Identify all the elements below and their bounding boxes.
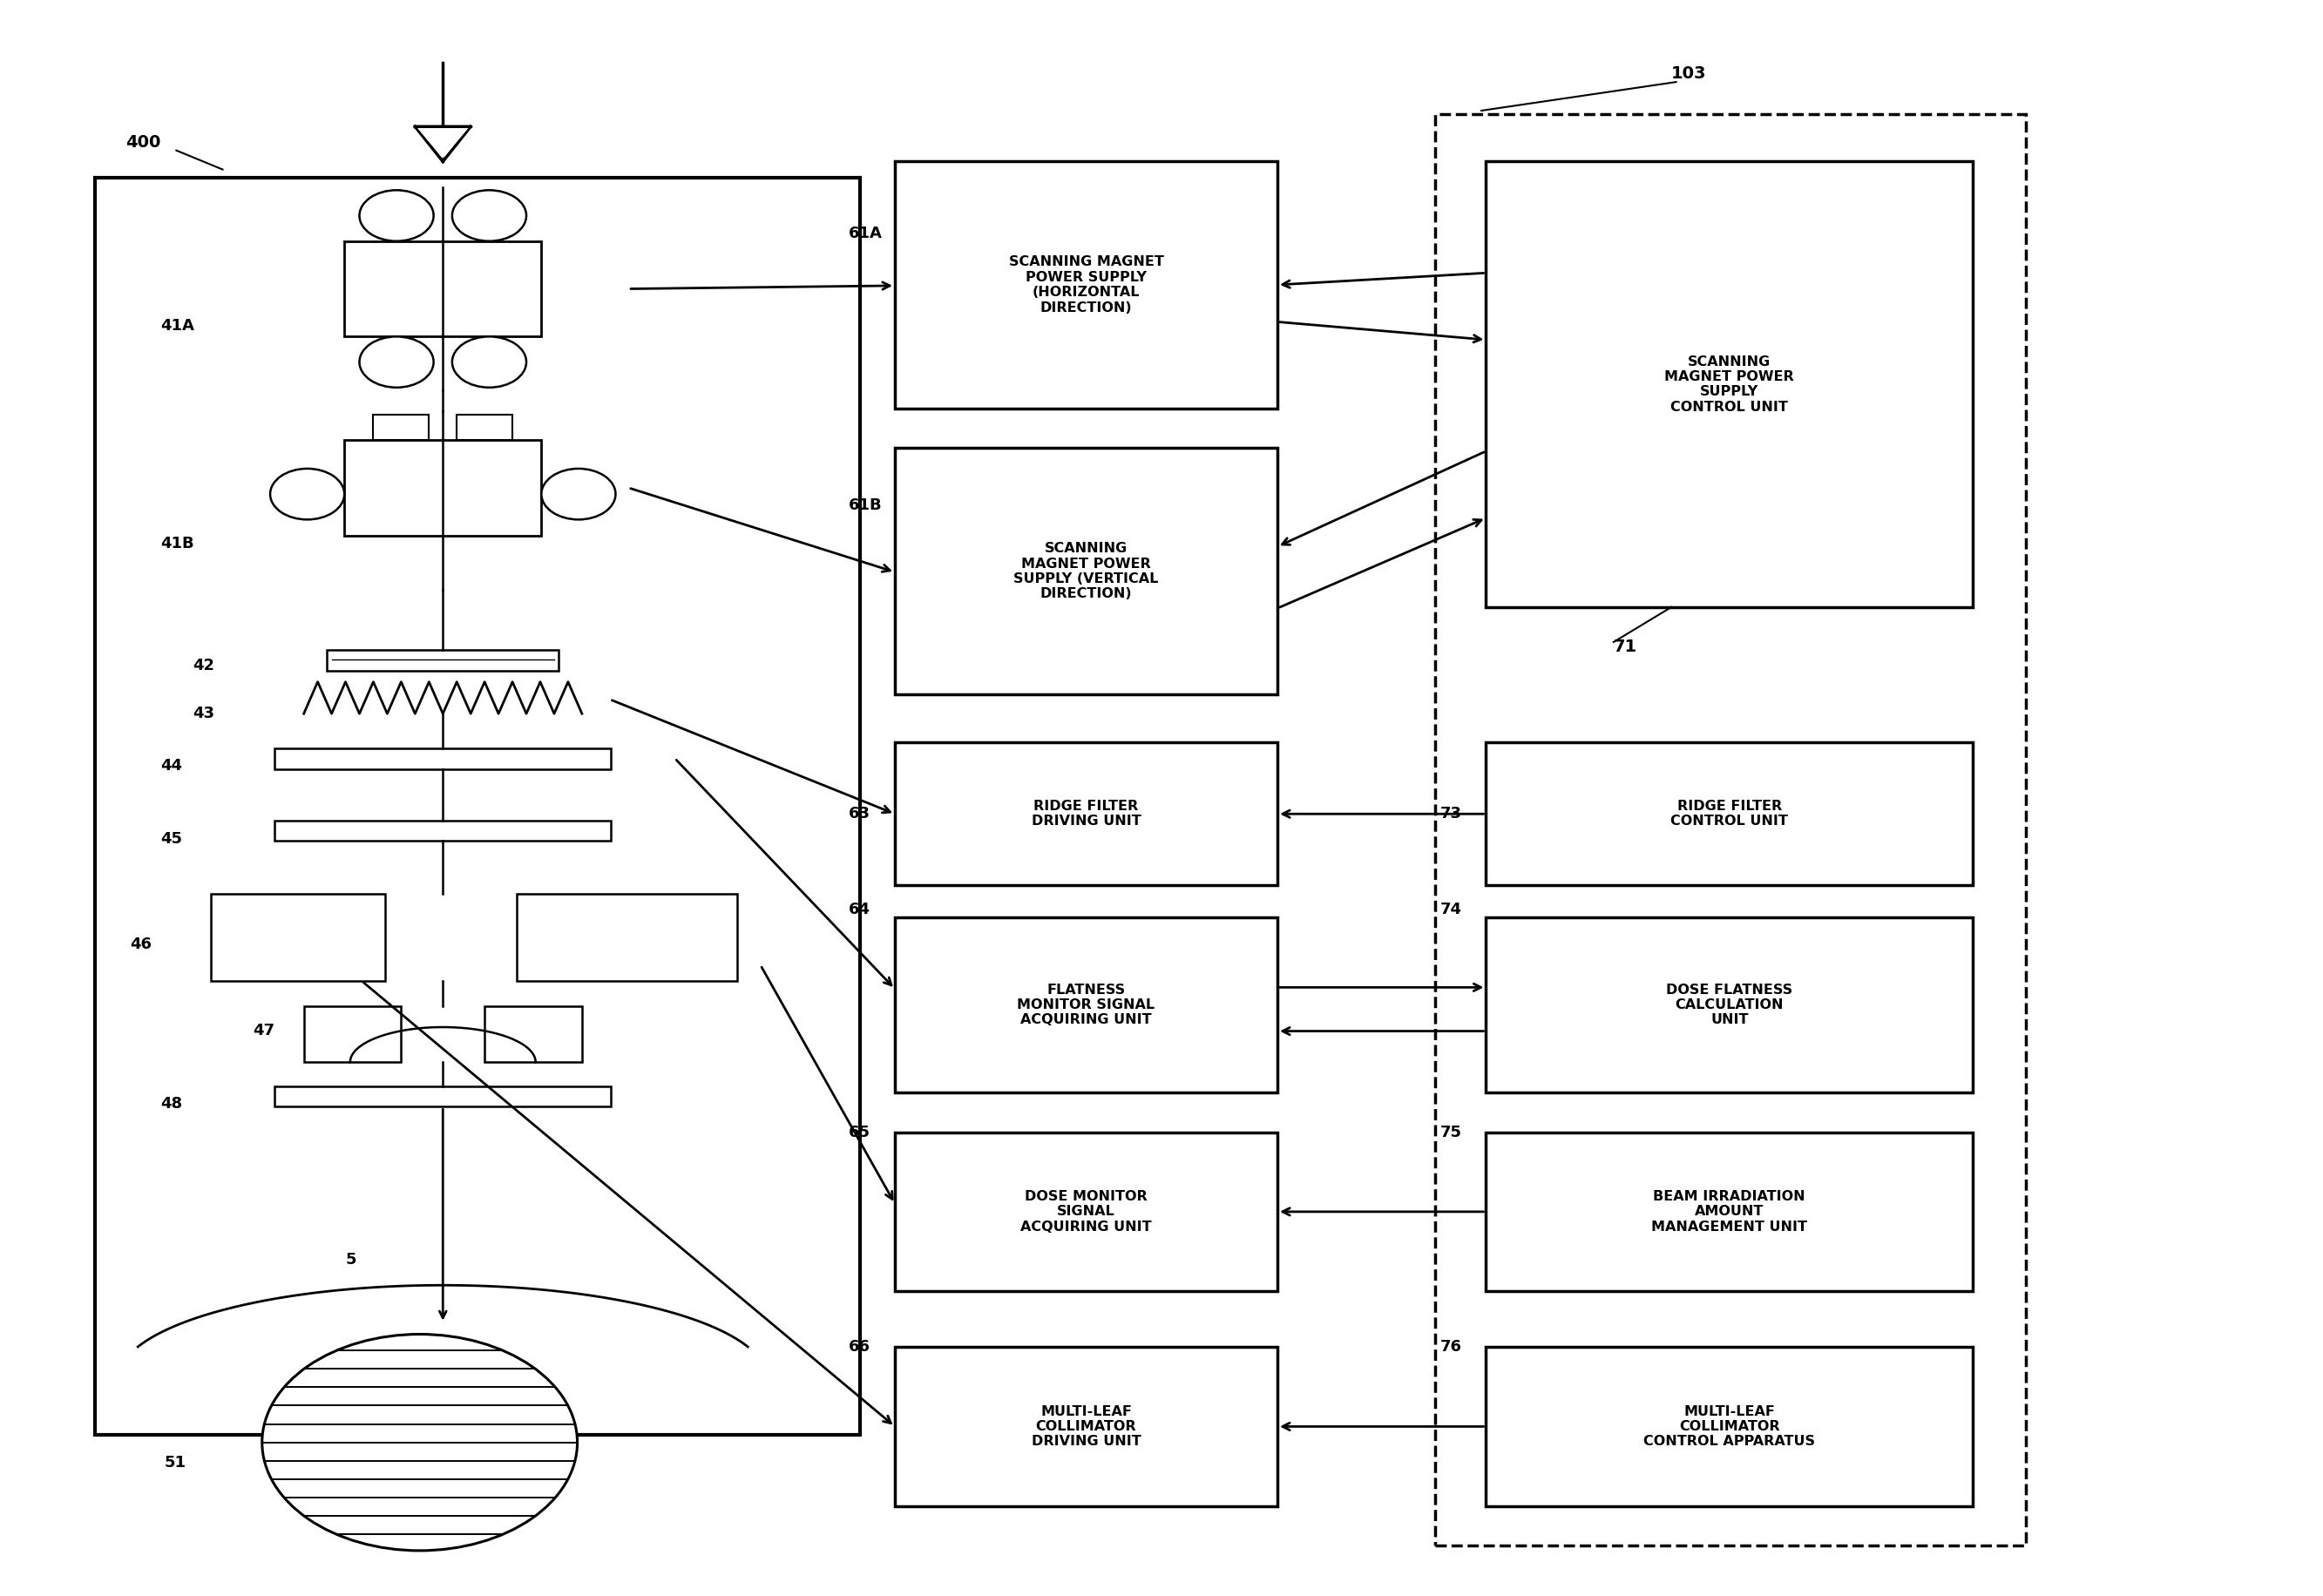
Bar [894,161,1278,409]
Text: 71: 71 [1614,638,1638,654]
Text: 66: 66 [848,1339,871,1355]
Bar [95,177,860,1435]
Circle shape [541,469,616,520]
Text: 45: 45 [160,832,181,847]
Bar [344,440,541,536]
Text: 64: 64 [848,902,871,918]
Bar [274,1085,611,1106]
Text: 74: 74 [1440,902,1461,918]
Bar [1487,1347,1972,1507]
Circle shape [360,337,434,388]
Bar [894,1347,1278,1507]
Text: 61B: 61B [848,498,883,512]
Text: 48: 48 [160,1096,181,1111]
Text: 41B: 41B [160,536,193,551]
Text: 76: 76 [1440,1339,1461,1355]
Text: DOSE FLATNESS
CALCULATION
UNIT: DOSE FLATNESS CALCULATION UNIT [1666,983,1793,1026]
Text: SCANNING
MAGNET POWER
SUPPLY
CONTROL UNIT: SCANNING MAGNET POWER SUPPLY CONTROL UNI… [1666,354,1793,413]
Text: 400: 400 [125,134,160,150]
Bar [344,241,541,337]
Text: 73: 73 [1440,806,1461,822]
Bar [1436,113,2026,1547]
Bar [894,448,1278,694]
Text: 5: 5 [346,1251,355,1267]
Text: RIDGE FILTER
CONTROL UNIT: RIDGE FILTER CONTROL UNIT [1670,800,1789,828]
Text: SCANNING MAGNET
POWER SUPPLY
(HORIZONTAL
DIRECTION): SCANNING MAGNET POWER SUPPLY (HORIZONTAL… [1008,255,1164,314]
Polygon shape [418,128,469,158]
Bar [894,1132,1278,1291]
Bar [374,415,430,440]
Circle shape [269,469,344,520]
Bar [518,894,736,982]
Text: 41A: 41A [160,318,193,334]
Text: 61A: 61A [848,225,883,241]
Text: MULTI-LEAF
COLLIMATOR
CONTROL APPARATUS: MULTI-LEAF COLLIMATOR CONTROL APPARATUS [1645,1404,1814,1448]
Bar [894,918,1278,1092]
Bar [1487,1132,1972,1291]
Text: 43: 43 [193,705,214,721]
Bar [486,1007,583,1061]
Bar [304,1007,402,1061]
Bar [211,894,386,982]
Text: MULTI-LEAF
COLLIMATOR
DRIVING UNIT: MULTI-LEAF COLLIMATOR DRIVING UNIT [1031,1404,1141,1448]
Text: SCANNING
MAGNET POWER
SUPPLY (VERTICAL
DIRECTION): SCANNING MAGNET POWER SUPPLY (VERTICAL D… [1013,543,1159,600]
Text: 51: 51 [165,1456,186,1472]
Circle shape [262,1334,578,1551]
Text: 44: 44 [160,758,181,774]
Bar [328,650,560,670]
Circle shape [453,190,527,241]
Bar [274,749,611,769]
Text: 65: 65 [848,1124,871,1140]
Text: 63: 63 [848,806,871,822]
Bar [1487,161,1972,606]
Text: BEAM IRRADIATION
AMOUNT
MANAGEMENT UNIT: BEAM IRRADIATION AMOUNT MANAGEMENT UNIT [1652,1191,1807,1234]
Bar [458,415,513,440]
Text: DOSE MONITOR
SIGNAL
ACQUIRING UNIT: DOSE MONITOR SIGNAL ACQUIRING UNIT [1020,1191,1152,1234]
Bar [894,742,1278,886]
Text: RIDGE FILTER
DRIVING UNIT: RIDGE FILTER DRIVING UNIT [1031,800,1141,828]
Text: 75: 75 [1440,1124,1461,1140]
Text: 47: 47 [253,1023,274,1037]
Bar [1487,918,1972,1092]
Circle shape [360,190,434,241]
Text: FLATNESS
MONITOR SIGNAL
ACQUIRING UNIT: FLATNESS MONITOR SIGNAL ACQUIRING UNIT [1017,983,1155,1026]
Bar [274,820,611,841]
Text: 103: 103 [1673,65,1707,83]
Text: 46: 46 [130,937,151,953]
Text: 42: 42 [193,658,214,674]
Circle shape [453,337,527,388]
Bar [1487,742,1972,886]
